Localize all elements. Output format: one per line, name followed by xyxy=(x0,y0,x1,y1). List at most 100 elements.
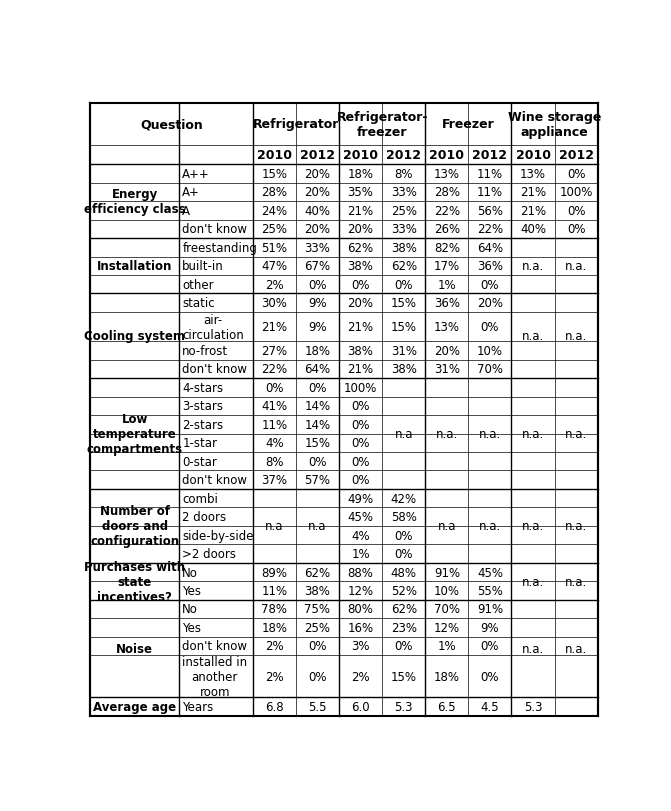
Text: 25%: 25% xyxy=(305,621,331,634)
Text: 62%: 62% xyxy=(348,242,374,255)
Text: 4%: 4% xyxy=(265,437,284,450)
Text: 0%: 0% xyxy=(352,455,370,468)
Text: don't know: don't know xyxy=(183,474,248,487)
Text: 20%: 20% xyxy=(305,223,331,236)
Text: 40%: 40% xyxy=(305,204,331,217)
Text: air-
circulation: air- circulation xyxy=(183,313,244,341)
Text: 57%: 57% xyxy=(305,474,331,487)
Text: 20%: 20% xyxy=(477,297,503,310)
Text: 6.0: 6.0 xyxy=(352,700,370,713)
Text: n.a.: n.a. xyxy=(522,642,544,655)
Text: 23%: 23% xyxy=(391,621,417,634)
Text: 2%: 2% xyxy=(265,278,284,291)
Text: 15%: 15% xyxy=(305,437,331,450)
Text: n.a.: n.a. xyxy=(565,260,587,272)
Text: 10%: 10% xyxy=(434,584,460,597)
Text: 42%: 42% xyxy=(391,492,417,505)
Text: 91%: 91% xyxy=(433,566,460,579)
Text: 6.5: 6.5 xyxy=(437,700,456,713)
Text: 27%: 27% xyxy=(261,345,287,358)
Text: 35%: 35% xyxy=(348,187,374,200)
Text: A+: A+ xyxy=(183,187,200,200)
Text: 0%: 0% xyxy=(480,278,499,291)
Text: 0%: 0% xyxy=(265,381,284,394)
Text: n.a.: n.a. xyxy=(565,642,587,655)
Text: 0%: 0% xyxy=(567,223,585,236)
Text: 13%: 13% xyxy=(520,168,546,181)
Text: 21%: 21% xyxy=(348,320,374,333)
Text: 49%: 49% xyxy=(348,492,374,505)
Text: 10%: 10% xyxy=(477,345,503,358)
Text: Question: Question xyxy=(140,118,203,131)
Text: side-by-side: side-by-side xyxy=(183,529,254,542)
Text: n.a.: n.a. xyxy=(522,260,544,272)
Text: 3%: 3% xyxy=(352,640,370,653)
Text: 2010: 2010 xyxy=(429,149,464,162)
Text: 25%: 25% xyxy=(391,204,417,217)
Text: built-in: built-in xyxy=(183,260,224,272)
Text: 0%: 0% xyxy=(395,278,413,291)
Text: 2%: 2% xyxy=(265,670,284,683)
Text: 1%: 1% xyxy=(437,278,456,291)
Text: n.a.: n.a. xyxy=(522,520,544,533)
Text: 2%: 2% xyxy=(265,640,284,653)
Text: 55%: 55% xyxy=(477,584,503,597)
Text: n.a.: n.a. xyxy=(479,520,501,533)
Text: A: A xyxy=(183,204,191,217)
Text: 15%: 15% xyxy=(391,320,417,333)
Text: 2010: 2010 xyxy=(257,149,292,162)
Text: 0%: 0% xyxy=(352,437,370,450)
Text: 33%: 33% xyxy=(305,242,330,255)
Text: 16%: 16% xyxy=(348,621,374,634)
Text: Installation: Installation xyxy=(97,260,172,272)
Text: 36%: 36% xyxy=(477,260,503,272)
Text: 21%: 21% xyxy=(520,204,546,217)
Text: 48%: 48% xyxy=(391,566,417,579)
Text: 36%: 36% xyxy=(434,297,460,310)
Text: 8%: 8% xyxy=(265,455,284,468)
Text: 0%: 0% xyxy=(567,168,585,181)
Text: 37%: 37% xyxy=(262,474,287,487)
Text: No: No xyxy=(183,603,198,616)
Text: 62%: 62% xyxy=(391,603,417,616)
Text: n.a.: n.a. xyxy=(435,427,458,440)
Text: 0%: 0% xyxy=(352,278,370,291)
Text: 58%: 58% xyxy=(391,510,417,523)
Text: Low
temperature
compartments: Low temperature compartments xyxy=(87,413,183,456)
Text: 0%: 0% xyxy=(308,455,327,468)
Text: 45%: 45% xyxy=(348,510,374,523)
Text: 75%: 75% xyxy=(305,603,331,616)
Text: 33%: 33% xyxy=(391,187,417,200)
Text: 0%: 0% xyxy=(308,381,327,394)
Text: 22%: 22% xyxy=(261,363,287,376)
Text: 20%: 20% xyxy=(348,297,374,310)
Text: 45%: 45% xyxy=(477,566,503,579)
Text: 17%: 17% xyxy=(433,260,460,272)
Text: 18%: 18% xyxy=(434,670,460,683)
Text: n.a.: n.a. xyxy=(565,427,587,440)
Text: 0%: 0% xyxy=(308,278,327,291)
Text: Number of
doors and
configuration: Number of doors and configuration xyxy=(90,504,179,547)
Text: 8%: 8% xyxy=(395,168,413,181)
Text: 100%: 100% xyxy=(344,381,377,394)
Text: 2010: 2010 xyxy=(515,149,550,162)
Text: 9%: 9% xyxy=(308,297,327,310)
Text: installed in
another
room: installed in another room xyxy=(183,654,248,697)
Text: Wine storage
appliance: Wine storage appliance xyxy=(508,110,601,139)
Text: Purchases with
state
incentives?: Purchases with state incentives? xyxy=(84,560,185,603)
Text: 40%: 40% xyxy=(520,223,546,236)
Text: 5.3: 5.3 xyxy=(395,700,413,713)
Text: 11%: 11% xyxy=(261,584,287,597)
Text: 31%: 31% xyxy=(391,345,417,358)
Text: don't know: don't know xyxy=(183,363,248,376)
Text: 2%: 2% xyxy=(352,670,370,683)
Text: Yes: Yes xyxy=(183,621,201,634)
Text: 18%: 18% xyxy=(348,168,374,181)
Text: 4%: 4% xyxy=(352,529,370,542)
Text: 64%: 64% xyxy=(305,363,331,376)
Text: n.a.: n.a. xyxy=(565,520,587,533)
Text: other: other xyxy=(183,278,214,291)
Text: 51%: 51% xyxy=(262,242,287,255)
Text: 20%: 20% xyxy=(348,223,374,236)
Text: 38%: 38% xyxy=(305,584,330,597)
